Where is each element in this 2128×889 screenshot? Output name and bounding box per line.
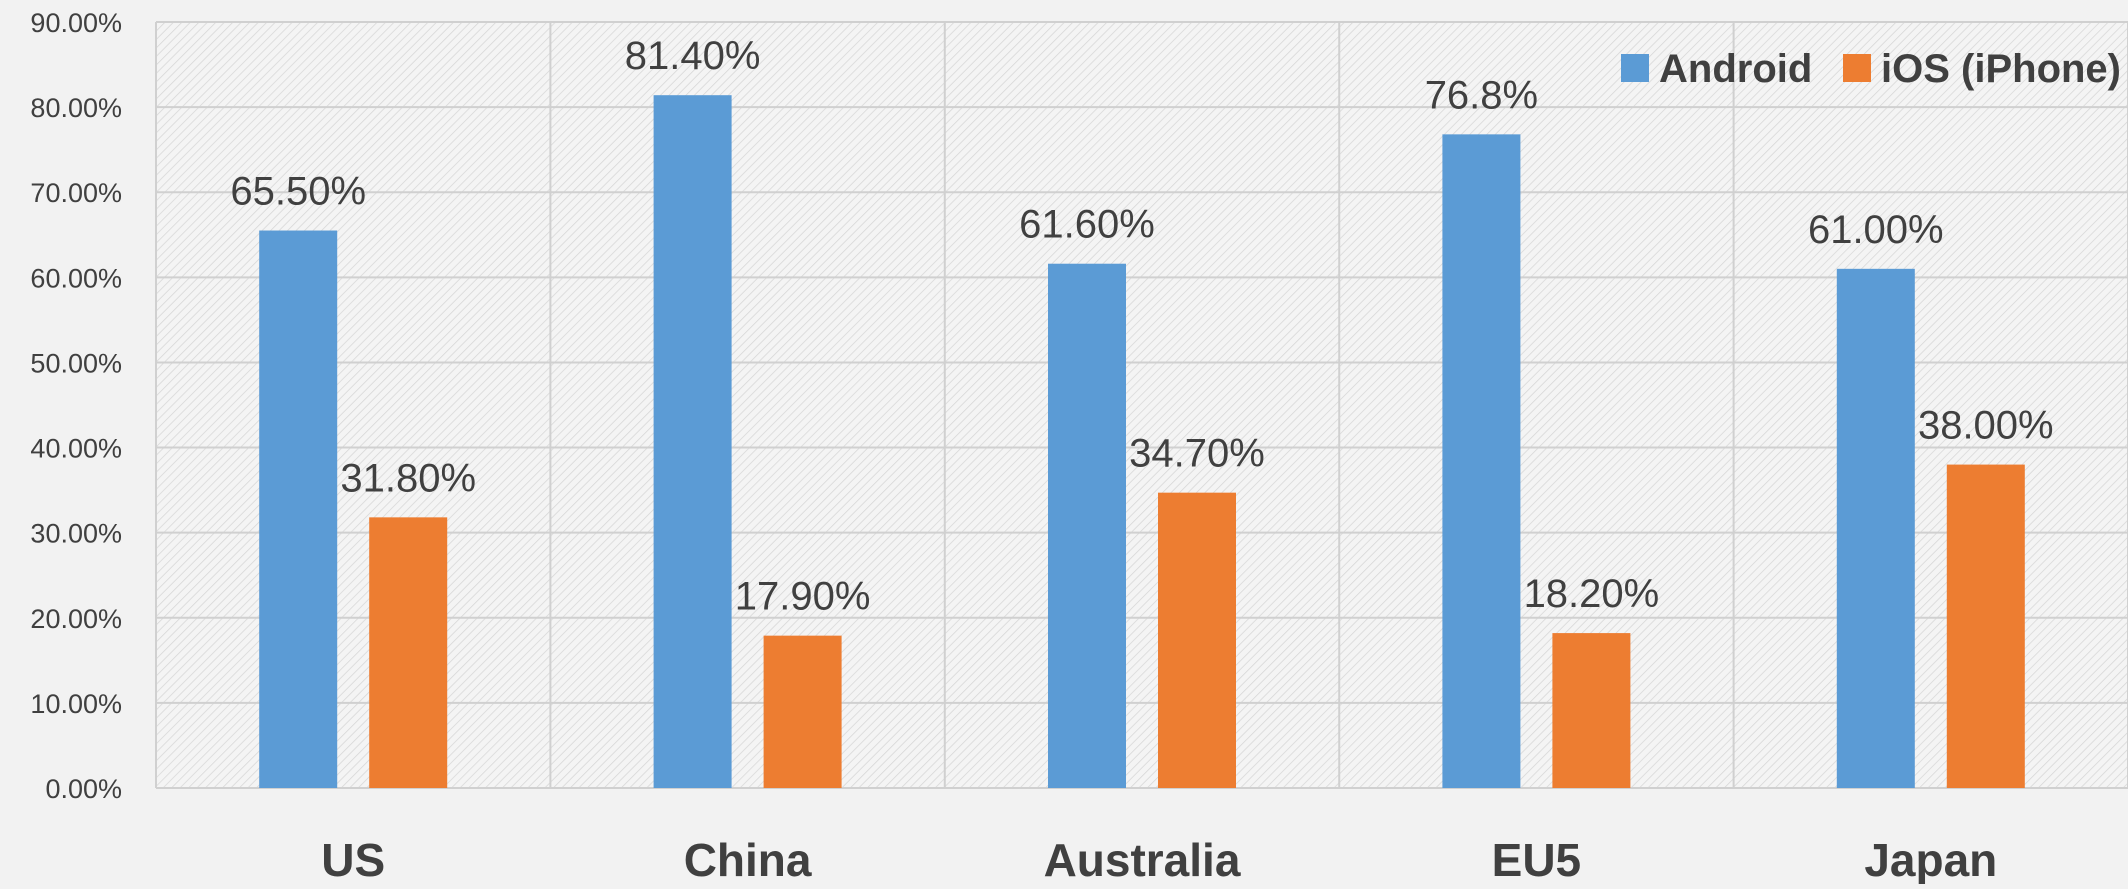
y-tick-label: 50.00% [30, 348, 122, 378]
bar-ios-iphone-us [369, 517, 448, 788]
bar-ios-iphone-australia [1158, 492, 1236, 788]
data-label: 34.70% [1129, 432, 1265, 476]
plot-area-background [156, 22, 2128, 788]
bar-android-eu5 [1442, 134, 1521, 788]
x-axis: US China Australia EU5 Japan [321, 834, 1997, 886]
legend-label-android: Android [1659, 47, 1812, 91]
data-labels: 65.50% 31.80% 81.40% 17.90% 61.60% 34.70% 76.8… [230, 34, 2053, 618]
data-label: 81.40% [625, 34, 761, 78]
data-label: 61.60% [1019, 203, 1155, 247]
data-label: 61.00% [1808, 208, 1944, 252]
data-label: 76.8% [1425, 73, 1538, 117]
category-label-australia: Australia [1044, 834, 1241, 884]
y-tick-label: 20.00% [30, 604, 122, 634]
y-tick-label: 60.00% [30, 263, 122, 293]
data-label: 31.80% [340, 456, 476, 500]
category-label-eu5: EU5 [1492, 834, 1581, 884]
data-label: 38.00% [1918, 404, 2054, 448]
y-tick-label: 0.00% [45, 774, 122, 804]
legend-label-ios: iOS (iPhone) [1881, 47, 2121, 91]
y-tick-label: 70.00% [30, 178, 122, 208]
y-tick-label: 90.00% [30, 8, 122, 38]
category-label-china: China [684, 834, 812, 884]
data-label: 65.50% [230, 170, 366, 214]
y-tick-label: 30.00% [30, 519, 122, 549]
category-label-japan: Japan [1864, 834, 1997, 884]
data-label: 17.90% [735, 575, 871, 619]
bar-ios-iphone-eu5 [1552, 633, 1631, 788]
legend-swatch-ios [1843, 54, 1871, 82]
y-tick-label: 80.00% [30, 93, 122, 123]
bars [259, 95, 2025, 788]
bar-android-china [653, 95, 732, 788]
category-label-us: US [321, 834, 385, 884]
legend-swatch-android [1621, 54, 1649, 82]
legend: Android iOS (iPhone) [1621, 47, 2121, 91]
y-tick-label: 40.00% [30, 434, 122, 464]
bar-android-japan [1836, 268, 1915, 788]
bar-ios-iphone-china [763, 635, 842, 788]
y-tick-label: 10.00% [30, 689, 122, 719]
bar-android-us [259, 230, 338, 788]
data-label: 18.20% [1524, 572, 1660, 616]
bar-android-australia [1048, 263, 1126, 788]
bar-ios-iphone-japan [1946, 464, 2025, 788]
y-axis: 0.00% 10.00% 20.00% 30.00% 40.00% 50.00% 60.00… [30, 8, 122, 804]
gridlines [155, 21, 2128, 789]
